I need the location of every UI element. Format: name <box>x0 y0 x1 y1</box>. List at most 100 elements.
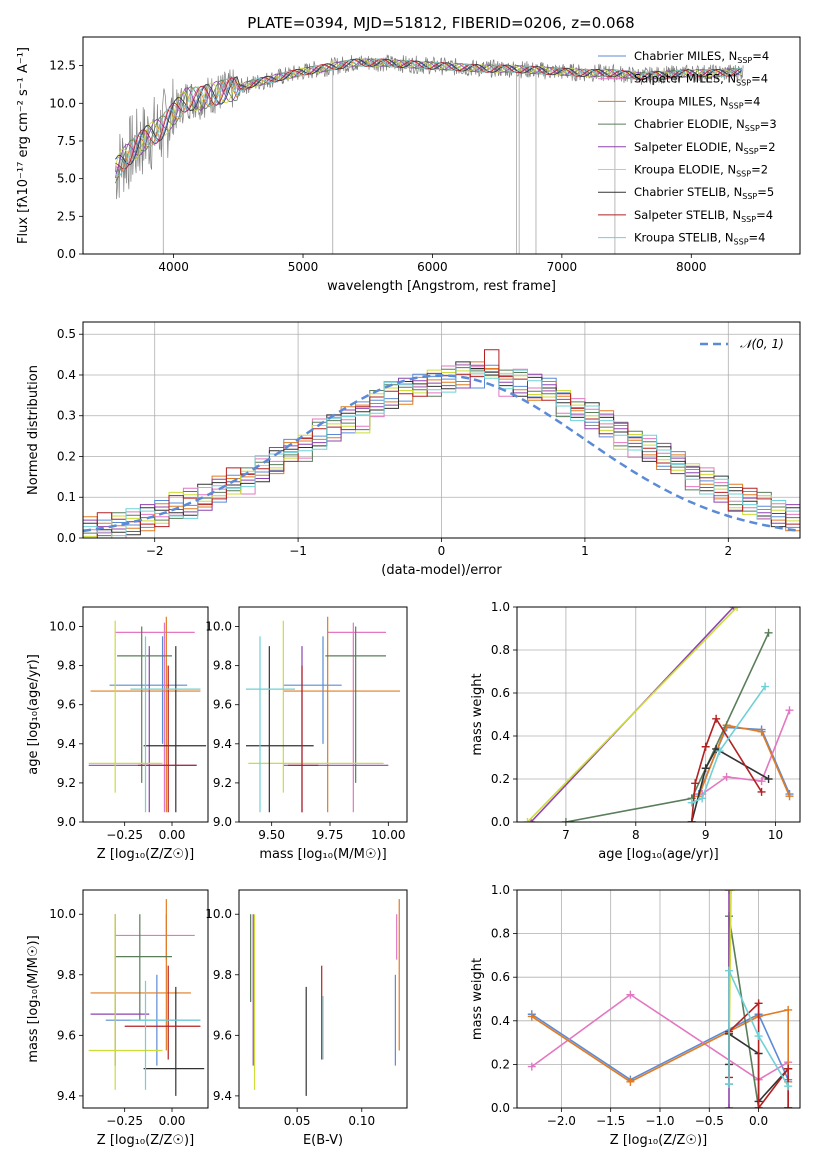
weight-series-8 <box>691 686 766 804</box>
y-tick-label: 9.6 <box>213 1028 232 1042</box>
y-tick-label: 0.2 <box>491 772 510 786</box>
x-tick-label: 8 <box>632 828 640 842</box>
axes-weight_vs_Z: −2.0 −1.5 −1.0 −0.5 0.0 0.0 0.2 0.4 0.6 0.8 1.0 Z [… <box>470 883 801 1148</box>
legend-entry: Chabrier STELIB, NSSP=5 <box>634 185 774 201</box>
y-tick-label: 0.4 <box>491 729 510 743</box>
histogram-4 <box>83 364 800 532</box>
weight-marker <box>784 1104 793 1108</box>
legend-entry: Kroupa ELODIE, NSSP=2 <box>634 163 768 179</box>
axes-frame <box>82 606 209 823</box>
weight-marker <box>733 607 742 611</box>
series-model-7 <box>115 58 742 170</box>
weight-marker <box>527 1012 536 1021</box>
y-tick-label: 9.2 <box>213 776 232 790</box>
y-tick-label: 9.8 <box>213 968 232 982</box>
y-tick-label: 10.0 <box>49 907 76 921</box>
axes-mass_vs_Z: −0.25 0.00 9.4 9.6 9.8 10.0 Z [log₁₀(Z/Z☉)] mas… <box>26 889 209 1148</box>
series-model-5 <box>115 58 742 167</box>
x-axis-label: age [log₁₀(age/yr)] <box>598 847 719 862</box>
weight-marker <box>523 818 532 822</box>
y-tick-label: 1.0 <box>491 883 510 897</box>
x-tick-label: 0.10 <box>348 1114 375 1128</box>
y-tick-label: 1.0 <box>491 600 510 614</box>
y-axis-label: mass weight <box>470 673 485 755</box>
y-tick-label: 0.0 <box>491 815 510 829</box>
weight-marker <box>754 1104 763 1108</box>
weight-series-3 <box>728 916 760 1108</box>
weight-marker <box>687 798 696 807</box>
y-tick-label: 9.6 <box>213 698 232 712</box>
x-tick-label: 9.50 <box>258 828 285 842</box>
weight-marker <box>785 706 794 715</box>
series-model-8 <box>115 58 742 177</box>
weight-marker <box>722 772 731 781</box>
weight-series-0 <box>531 1013 789 1081</box>
weight-marker <box>698 794 707 803</box>
axes-mass_vs_ebv: 0.05 0.10 9.4 9.6 9.8 10.0 E(B-V) <box>205 889 408 1148</box>
figure-title: PLATE=0394, MJD=51812, FIBERID=0206, z=0… <box>247 14 634 32</box>
x-tick-label: 0.00 <box>159 828 186 842</box>
x-tick-label: 5000 <box>288 260 319 274</box>
plot-area <box>88 616 207 813</box>
weight-marker <box>784 1005 793 1014</box>
x-tick-label: −2.0 <box>547 1114 576 1128</box>
weight-marker <box>757 777 766 786</box>
y-tick-label: 2.5 <box>57 209 76 223</box>
axes-age_vs_Z: −0.25 0.00 9.0 9.2 9.4 9.6 9.8 10.0 Z [log₁₀(Z/Z… <box>26 606 209 862</box>
y-axis-label: mass weight <box>470 958 485 1040</box>
x-tick-label: 7000 <box>547 260 578 274</box>
y-tick-label: 9.4 <box>213 737 232 751</box>
weight-marker <box>701 742 710 751</box>
histogram-5 <box>83 369 800 538</box>
y-tick-label: 0.0 <box>57 247 76 261</box>
x-tick-label: 8000 <box>676 260 707 274</box>
legend-entry: Chabrier ELODIE, NSSP=3 <box>634 117 777 133</box>
y-tick-label: 0.4 <box>491 1014 510 1028</box>
y-tick-label: 0.0 <box>491 1101 510 1115</box>
x-axis-label: Z [log₁₀(Z/Z☉)] <box>97 1133 194 1148</box>
y-tick-label: 9.4 <box>57 1089 76 1103</box>
axes-frame <box>516 606 801 823</box>
y-tick-label: 5.0 <box>57 172 76 186</box>
y-axis-label: mass [log₁₀(M/M☉)] <box>26 935 41 1062</box>
x-tick-label: 10.00 <box>371 828 405 842</box>
y-tick-label: 9.8 <box>57 968 76 982</box>
weight-series-1 <box>701 709 791 795</box>
x-tick-label: −1.0 <box>645 1114 674 1128</box>
y-tick-label: 7.5 <box>57 134 76 148</box>
normal-curve <box>83 374 798 533</box>
y-tick-label: 9.8 <box>57 659 76 673</box>
weight-series-7 <box>728 1001 790 1108</box>
weight-marker <box>764 628 773 637</box>
weight-marker <box>725 1104 734 1108</box>
y-tick-label: 0.8 <box>491 927 510 941</box>
x-tick-label: 0 <box>438 544 446 558</box>
y-tick-label: 10.0 <box>49 96 76 110</box>
weight-series-5 <box>526 607 738 822</box>
weight-marker <box>726 890 735 894</box>
weight-marker <box>626 1077 635 1086</box>
series-model-6 <box>115 58 743 165</box>
y-tick-label: 0.3 <box>57 409 76 423</box>
x-tick-label: −1.5 <box>596 1114 625 1128</box>
weight-marker <box>715 747 724 756</box>
axes-frame <box>238 889 408 1109</box>
x-axis-label: E(B-V) <box>303 1133 343 1148</box>
legend-entry: Salpeter MILES, NSSP=4 <box>634 72 768 88</box>
weight-series-8 <box>728 970 789 1087</box>
axes-frame <box>82 889 209 1109</box>
legend-entry: Kroupa STELIB, NSSP=4 <box>634 231 765 247</box>
weight-marker <box>691 779 700 788</box>
x-axis-label: wavelength [Angstrom, rest frame] <box>327 279 556 294</box>
plot-area <box>523 607 794 822</box>
y-axis-label: Flux [fλ10⁻¹⁷ erg cm⁻² s⁻¹ A⁻¹] <box>16 47 31 244</box>
y-tick-label: 9.2 <box>57 776 76 790</box>
weight-marker <box>757 727 766 736</box>
weight-marker <box>784 1064 793 1073</box>
x-tick-label: 0.00 <box>159 1114 186 1128</box>
x-tick-label: 4000 <box>158 260 189 274</box>
axes-age_vs_mass: 9.50 9.75 10.00 9.0 9.2 9.4 9.6 9.8 10.0 mass [lo… <box>205 606 408 862</box>
y-tick-label: 0.2 <box>57 449 76 463</box>
series-model-4 <box>115 58 742 178</box>
